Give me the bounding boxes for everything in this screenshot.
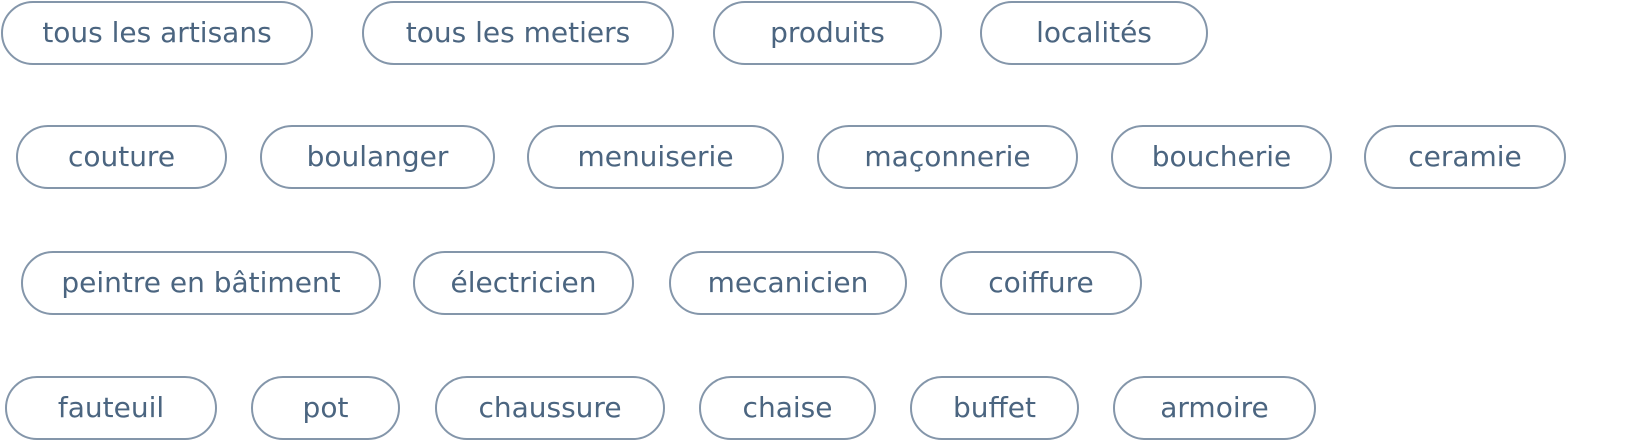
chip-boucherie[interactable]: boucherie bbox=[1111, 125, 1332, 189]
chip-maconnerie[interactable]: maçonnerie bbox=[817, 125, 1078, 189]
chip-couture[interactable]: couture bbox=[16, 125, 227, 189]
metier-filter-row: couture boulanger menuiserie maçonnerie … bbox=[0, 125, 1640, 193]
produit-filter-row: fauteuil pot chaussure chaise buffet arm… bbox=[0, 376, 1640, 444]
chip-peintre-en-batiment[interactable]: peintre en bâtiment bbox=[21, 251, 381, 315]
chip-fauteuil[interactable]: fauteuil bbox=[5, 376, 217, 440]
chip-chaise[interactable]: chaise bbox=[699, 376, 876, 440]
chip-pot[interactable]: pot bbox=[251, 376, 400, 440]
chip-electricien[interactable]: électricien bbox=[413, 251, 634, 315]
chip-tous-les-artisans[interactable]: tous les artisans bbox=[1, 1, 313, 65]
chip-produits[interactable]: produits bbox=[713, 1, 942, 65]
chip-localites[interactable]: localités bbox=[980, 1, 1208, 65]
chip-buffet[interactable]: buffet bbox=[910, 376, 1079, 440]
chip-menuiserie[interactable]: menuiserie bbox=[527, 125, 784, 189]
chip-tous-les-metiers[interactable]: tous les metiers bbox=[362, 1, 674, 65]
chip-boulanger[interactable]: boulanger bbox=[260, 125, 495, 189]
chip-coiffure[interactable]: coiffure bbox=[940, 251, 1142, 315]
chip-ceramie[interactable]: ceramie bbox=[1364, 125, 1566, 189]
chip-mecanicien[interactable]: mecanicien bbox=[669, 251, 907, 315]
metier-filter-row-2: peintre en bâtiment électricien mecanici… bbox=[0, 251, 1640, 319]
main-filter-row: tous les artisans tous les metiers produ… bbox=[0, 1, 1640, 69]
chip-chaussure[interactable]: chaussure bbox=[435, 376, 665, 440]
chip-armoire[interactable]: armoire bbox=[1113, 376, 1316, 440]
